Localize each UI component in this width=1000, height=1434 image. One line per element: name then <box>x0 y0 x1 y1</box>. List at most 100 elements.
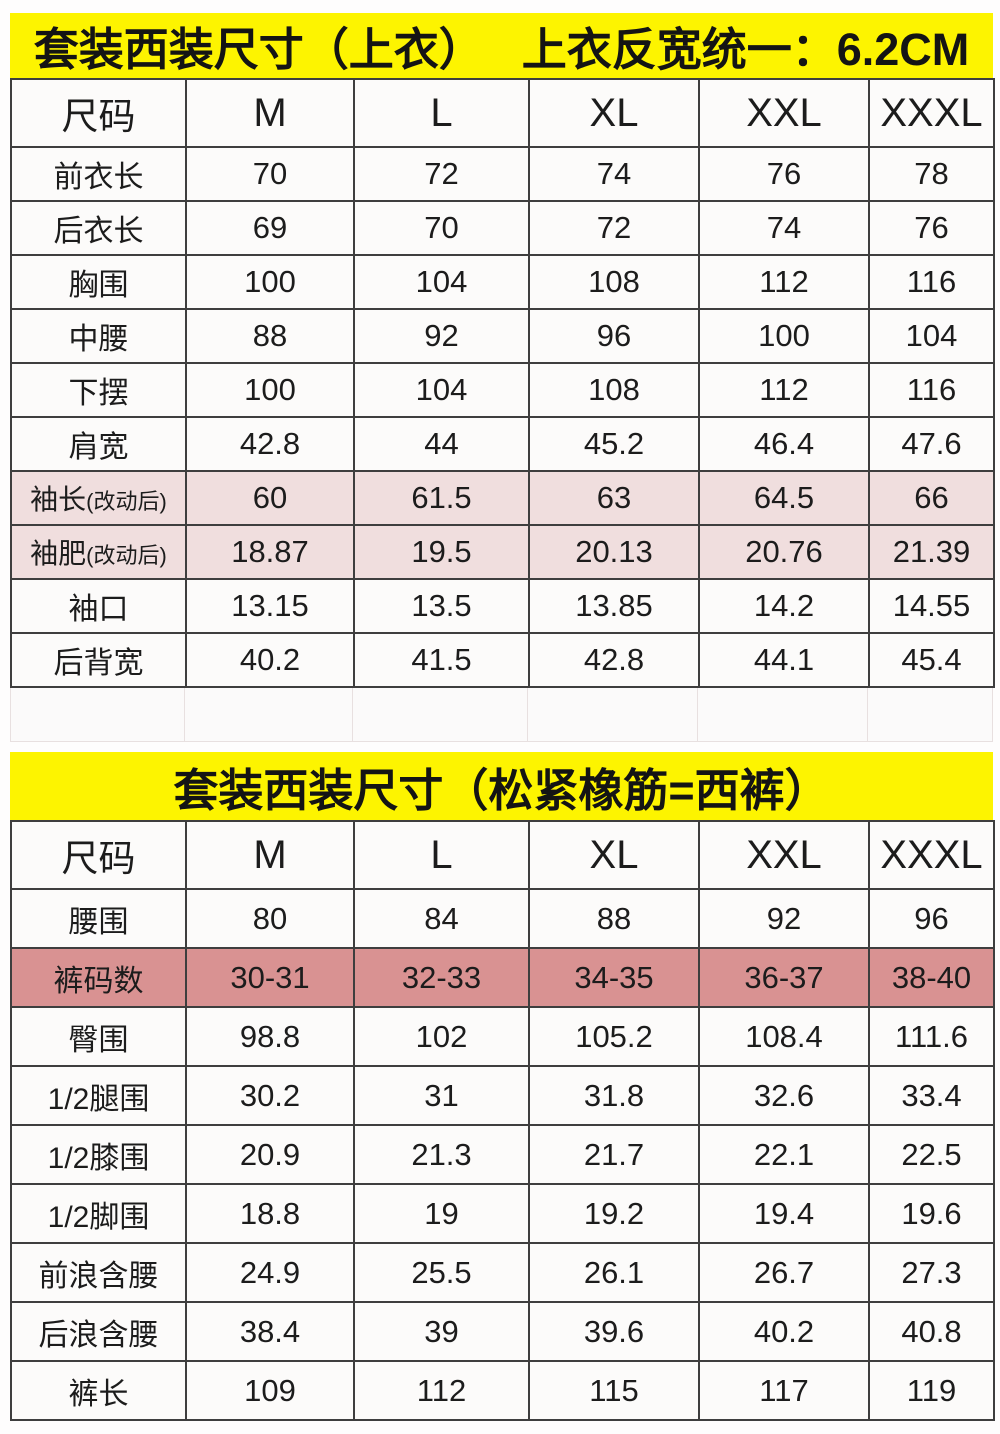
size-header-l: L <box>353 78 530 148</box>
size-value-cell: 38.4 <box>185 1301 355 1362</box>
gap-cell <box>353 688 528 741</box>
size-value-cell: 26.7 <box>698 1242 870 1303</box>
size-value-cell: 115 <box>528 1360 700 1421</box>
size-value-cell: 78 <box>868 146 995 202</box>
size-value-cell: 19.6 <box>868 1183 995 1244</box>
size-value-cell: 108 <box>528 254 700 310</box>
size-value-cell: 96 <box>868 888 995 949</box>
pants-size-table: 尺码 M L XL XXL XXXL 腰围 80 84 88 92 96 裤码数 30-31 32-33 34… <box>10 820 995 1421</box>
size-value-cell: 44.1 <box>698 632 870 688</box>
table-row: 袖肥(改动后) 18.87 19.5 20.13 20.76 21.39 <box>10 524 995 580</box>
size-value-cell: 13.5 <box>353 578 530 634</box>
table-row: 腰围 80 84 88 92 96 <box>10 888 995 949</box>
gap-cell <box>185 688 353 741</box>
row-label: 肩宽 <box>10 416 187 472</box>
size-value-cell: 116 <box>868 254 995 310</box>
size-value-cell: 109 <box>185 1360 355 1421</box>
table-row: 下摆 100 104 108 112 116 <box>10 362 995 418</box>
row-label: 袖长(改动后) <box>10 470 187 526</box>
size-value-cell: 80 <box>185 888 355 949</box>
table-row: 后衣长 69 70 72 74 76 <box>10 200 995 256</box>
size-value-cell: 31 <box>353 1065 530 1126</box>
size-value-cell: 61.5 <box>353 470 530 526</box>
size-value-cell: 32.6 <box>698 1065 870 1126</box>
size-value-cell: 38-40 <box>868 947 995 1008</box>
size-header-xl: XL <box>528 820 700 890</box>
size-value-cell: 40.2 <box>185 632 355 688</box>
table-row: 臀围 98.8 102 105.2 108.4 111.6 <box>10 1006 995 1067</box>
size-value-cell: 20.9 <box>185 1124 355 1185</box>
table-row: 袖口 13.15 13.5 13.85 14.2 14.55 <box>10 578 995 634</box>
size-value-cell: 34-35 <box>528 947 700 1008</box>
jacket-title-note: 上衣反宽统一：6.2CM <box>521 24 970 75</box>
size-value-cell: 32-33 <box>353 947 530 1008</box>
size-value-cell: 92 <box>353 308 530 364</box>
header-row: 尺码 M L XL XXL XXXL <box>10 820 995 890</box>
size-value-cell: 33.4 <box>868 1065 995 1126</box>
size-value-cell: 14.2 <box>698 578 870 634</box>
table-row: 袖长(改动后) 60 61.5 63 64.5 66 <box>10 470 995 526</box>
table-row: 后背宽 40.2 41.5 42.8 44.1 45.4 <box>10 632 995 688</box>
row-label-sub: (改动后) <box>86 489 167 514</box>
size-value-cell: 31.8 <box>528 1065 700 1126</box>
row-label: 腰围 <box>10 888 187 949</box>
row-label: 臀围 <box>10 1006 187 1067</box>
size-value-cell: 105.2 <box>528 1006 700 1067</box>
row-label: 后背宽 <box>10 632 187 688</box>
size-value-cell: 104 <box>353 254 530 310</box>
size-header-xxl: XXL <box>698 78 870 148</box>
size-value-cell: 21.7 <box>528 1124 700 1185</box>
size-value-cell: 76 <box>698 146 870 202</box>
size-value-cell: 13.15 <box>185 578 355 634</box>
header-row: 尺码 M L XL XXL XXXL <box>10 78 995 148</box>
size-value-cell: 100 <box>698 308 870 364</box>
table-row: 1/2膝围 20.9 21.3 21.7 22.1 22.5 <box>10 1124 995 1185</box>
size-value-cell: 19 <box>353 1183 530 1244</box>
size-value-cell: 24.9 <box>185 1242 355 1303</box>
size-value-cell: 96 <box>528 308 700 364</box>
size-value-cell: 14.55 <box>868 578 995 634</box>
size-value-cell: 60 <box>185 470 355 526</box>
row-label: 1/2腿围 <box>10 1065 187 1126</box>
size-value-cell: 41.5 <box>353 632 530 688</box>
size-header-m: M <box>185 820 355 890</box>
size-value-cell: 104 <box>353 362 530 418</box>
size-value-cell: 21.3 <box>353 1124 530 1185</box>
size-value-cell: 108.4 <box>698 1006 870 1067</box>
row-label: 中腰 <box>10 308 187 364</box>
size-header-xxxl: XXXL <box>868 78 995 148</box>
pants-title-text: 套装西装尺寸（松紧橡筋=西裤） <box>173 764 830 816</box>
size-value-cell: 47.6 <box>868 416 995 472</box>
row-label: 袖肥(改动后) <box>10 524 187 580</box>
size-value-cell: 46.4 <box>698 416 870 472</box>
jacket-table-title-bar: 套装西装尺寸（上衣） 上衣反宽统一：6.2CM <box>10 13 993 78</box>
size-value-cell: 76 <box>868 200 995 256</box>
size-value-cell: 72 <box>528 200 700 256</box>
size-value-cell: 20.13 <box>528 524 700 580</box>
pants-table-title-bar: 套装西装尺寸（松紧橡筋=西裤） <box>10 752 993 820</box>
size-value-cell: 74 <box>698 200 870 256</box>
size-value-cell: 27.3 <box>868 1242 995 1303</box>
size-value-cell: 104 <box>868 308 995 364</box>
size-value-cell: 112 <box>698 254 870 310</box>
size-header-xxxl: XXXL <box>868 820 995 890</box>
table-row: 前衣长 70 72 74 76 78 <box>10 146 995 202</box>
table-row: 前浪含腰 24.9 25.5 26.1 26.7 27.3 <box>10 1242 995 1303</box>
gap-cell <box>10 688 185 741</box>
size-value-cell: 112 <box>698 362 870 418</box>
gap-cell <box>698 688 868 741</box>
gap-cell <box>868 688 993 741</box>
size-value-cell: 74 <box>528 146 700 202</box>
size-value-cell: 25.5 <box>353 1242 530 1303</box>
size-value-cell: 63 <box>528 470 700 526</box>
size-value-cell: 116 <box>868 362 995 418</box>
size-value-cell: 36-37 <box>698 947 870 1008</box>
size-value-cell: 13.85 <box>528 578 700 634</box>
size-value-cell: 44 <box>353 416 530 472</box>
size-value-cell: 18.87 <box>185 524 355 580</box>
size-header-l: L <box>353 820 530 890</box>
size-value-cell: 70 <box>185 146 355 202</box>
size-value-cell: 108 <box>528 362 700 418</box>
size-value-cell: 19.5 <box>353 524 530 580</box>
size-value-cell: 88 <box>528 888 700 949</box>
